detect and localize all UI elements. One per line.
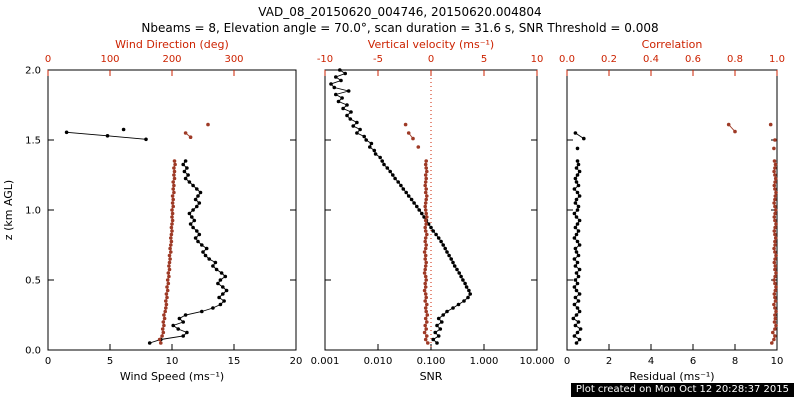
svg-text:0.8: 0.8 [727,54,743,65]
svg-text:SNR: SNR [420,370,443,383]
svg-text:5: 5 [481,54,487,65]
svg-text:6: 6 [690,356,696,367]
svg-text:0.4: 0.4 [643,54,659,65]
svg-text:2.0: 2.0 [25,66,41,77]
svg-text:15: 15 [228,356,241,367]
svg-text:200: 200 [162,54,181,65]
svg-text:1.000: 1.000 [470,356,499,367]
svg-text:8: 8 [732,356,738,367]
svg-text:100: 100 [100,54,119,65]
svg-text:-10: -10 [317,54,333,65]
figure-title: VAD_08_20150620_004746, 20150620.004804 [258,5,542,19]
svg-text:0.6: 0.6 [685,54,701,65]
svg-text:Correlation: Correlation [642,38,703,51]
svg-text:2: 2 [606,356,612,367]
svg-text:-5: -5 [373,54,383,65]
svg-text:10.000: 10.000 [520,356,555,367]
creation-timestamp: Plot created on Mon Oct 12 20:28:37 2015 [570,383,794,397]
svg-text:0.5: 0.5 [25,276,41,287]
svg-text:Wind Speed (ms⁻¹): Wind Speed (ms⁻¹) [120,370,224,383]
svg-text:4: 4 [648,356,654,367]
svg-text:1.5: 1.5 [25,136,41,147]
svg-text:0.001: 0.001 [311,356,340,367]
svg-text:1.0: 1.0 [769,54,785,65]
svg-text:Residual (ms⁻¹): Residual (ms⁻¹) [629,370,714,383]
svg-text:0.2: 0.2 [601,54,617,65]
svg-text:Vertical velocity (ms⁻¹): Vertical velocity (ms⁻¹) [368,38,494,51]
svg-text:Wind Direction (deg): Wind Direction (deg) [115,38,229,51]
figure-subtitle: Nbeams = 8, Elevation angle = 70.0°, sca… [141,21,659,35]
svg-text:0.0: 0.0 [559,54,575,65]
svg-text:10: 10 [771,356,784,367]
svg-text:10: 10 [166,356,179,367]
svg-text:5: 5 [107,356,113,367]
svg-text:0.0: 0.0 [25,346,41,357]
svg-text:0: 0 [45,54,51,65]
svg-text:20: 20 [290,356,303,367]
svg-text:10: 10 [531,54,544,65]
svg-text:0: 0 [428,54,434,65]
svg-text:300: 300 [224,54,243,65]
svg-text:0.100: 0.100 [417,356,446,367]
svg-text:0: 0 [45,356,51,367]
svg-text:1.0: 1.0 [25,206,41,217]
svg-text:0.010: 0.010 [364,356,393,367]
svg-text:0: 0 [564,356,570,367]
svg-text:z (km AGL): z (km AGL) [2,180,15,240]
